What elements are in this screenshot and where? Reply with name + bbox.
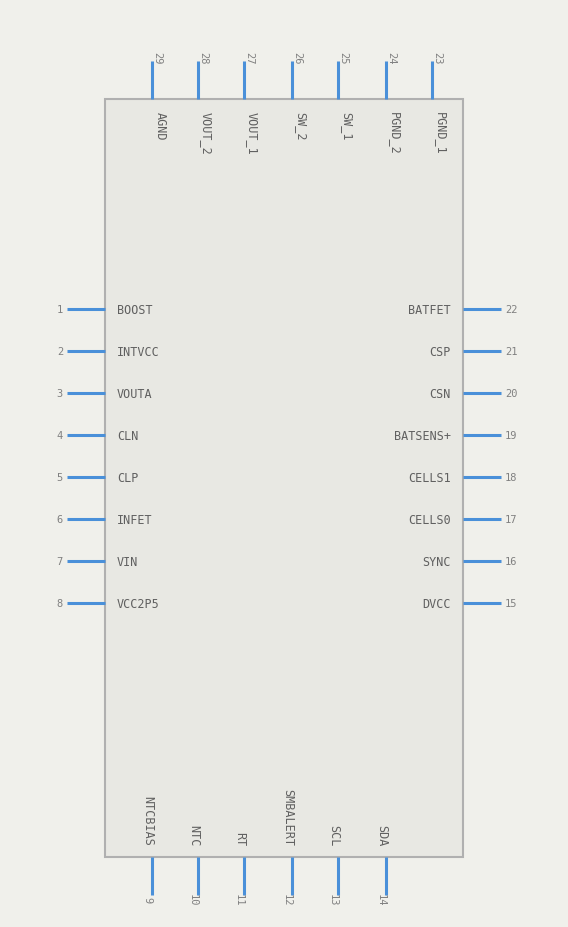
Text: 3: 3 — [57, 388, 63, 399]
Text: SDA: SDA — [375, 824, 388, 845]
Text: 24: 24 — [386, 52, 396, 64]
Text: 11: 11 — [234, 893, 244, 906]
Text: INFET: INFET — [117, 513, 153, 526]
Text: 9: 9 — [142, 895, 152, 902]
Text: NTCBIAS: NTCBIAS — [141, 795, 154, 845]
Text: 18: 18 — [505, 473, 517, 482]
Text: SW_2: SW_2 — [294, 112, 307, 140]
Text: 21: 21 — [505, 347, 517, 357]
Text: SYNC: SYNC — [423, 555, 451, 568]
Text: 1: 1 — [57, 305, 63, 314]
Text: CELLS1: CELLS1 — [408, 471, 451, 484]
Text: 6: 6 — [57, 514, 63, 525]
Text: 14: 14 — [376, 893, 386, 906]
Text: VOUTA: VOUTA — [117, 387, 153, 400]
Text: PGND_1: PGND_1 — [434, 112, 447, 155]
Text: INTVCC: INTVCC — [117, 345, 160, 358]
Text: VOUT_1: VOUT_1 — [246, 112, 259, 155]
Bar — [105, 100, 463, 857]
Text: 4: 4 — [57, 430, 63, 440]
Text: 8: 8 — [57, 598, 63, 608]
Text: SCL: SCL — [327, 824, 340, 845]
Text: VIN: VIN — [117, 555, 139, 568]
Text: CLP: CLP — [117, 471, 139, 484]
Text: BATSENS+: BATSENS+ — [394, 429, 451, 442]
Text: VCC2P5: VCC2P5 — [117, 597, 160, 610]
Text: SMBALERT: SMBALERT — [281, 788, 294, 845]
Text: CELLS0: CELLS0 — [408, 513, 451, 526]
Text: BOOST: BOOST — [117, 303, 153, 316]
Text: VOUT_2: VOUT_2 — [200, 112, 213, 155]
Text: 2: 2 — [57, 347, 63, 357]
Text: 10: 10 — [188, 893, 198, 906]
Text: 15: 15 — [505, 598, 517, 608]
Text: CLN: CLN — [117, 429, 139, 442]
Text: 26: 26 — [292, 52, 302, 64]
Text: 23: 23 — [432, 52, 442, 64]
Text: BATFET: BATFET — [408, 303, 451, 316]
Text: 12: 12 — [282, 893, 292, 906]
Text: 19: 19 — [505, 430, 517, 440]
Text: DVCC: DVCC — [423, 597, 451, 610]
Text: 27: 27 — [244, 52, 254, 64]
Text: 13: 13 — [328, 893, 338, 906]
Text: 5: 5 — [57, 473, 63, 482]
Text: NTC: NTC — [187, 824, 200, 845]
Text: PGND_2: PGND_2 — [388, 112, 401, 155]
Text: 29: 29 — [152, 52, 162, 64]
Text: 22: 22 — [505, 305, 517, 314]
Text: CSP: CSP — [429, 345, 451, 358]
Text: AGND: AGND — [154, 112, 167, 140]
Text: 17: 17 — [505, 514, 517, 525]
Text: 25: 25 — [338, 52, 348, 64]
Text: 20: 20 — [505, 388, 517, 399]
Text: 28: 28 — [198, 52, 208, 64]
Text: SW_1: SW_1 — [340, 112, 353, 140]
Text: 7: 7 — [57, 556, 63, 566]
Text: RT: RT — [233, 831, 246, 845]
Text: CSN: CSN — [429, 387, 451, 400]
Text: 16: 16 — [505, 556, 517, 566]
